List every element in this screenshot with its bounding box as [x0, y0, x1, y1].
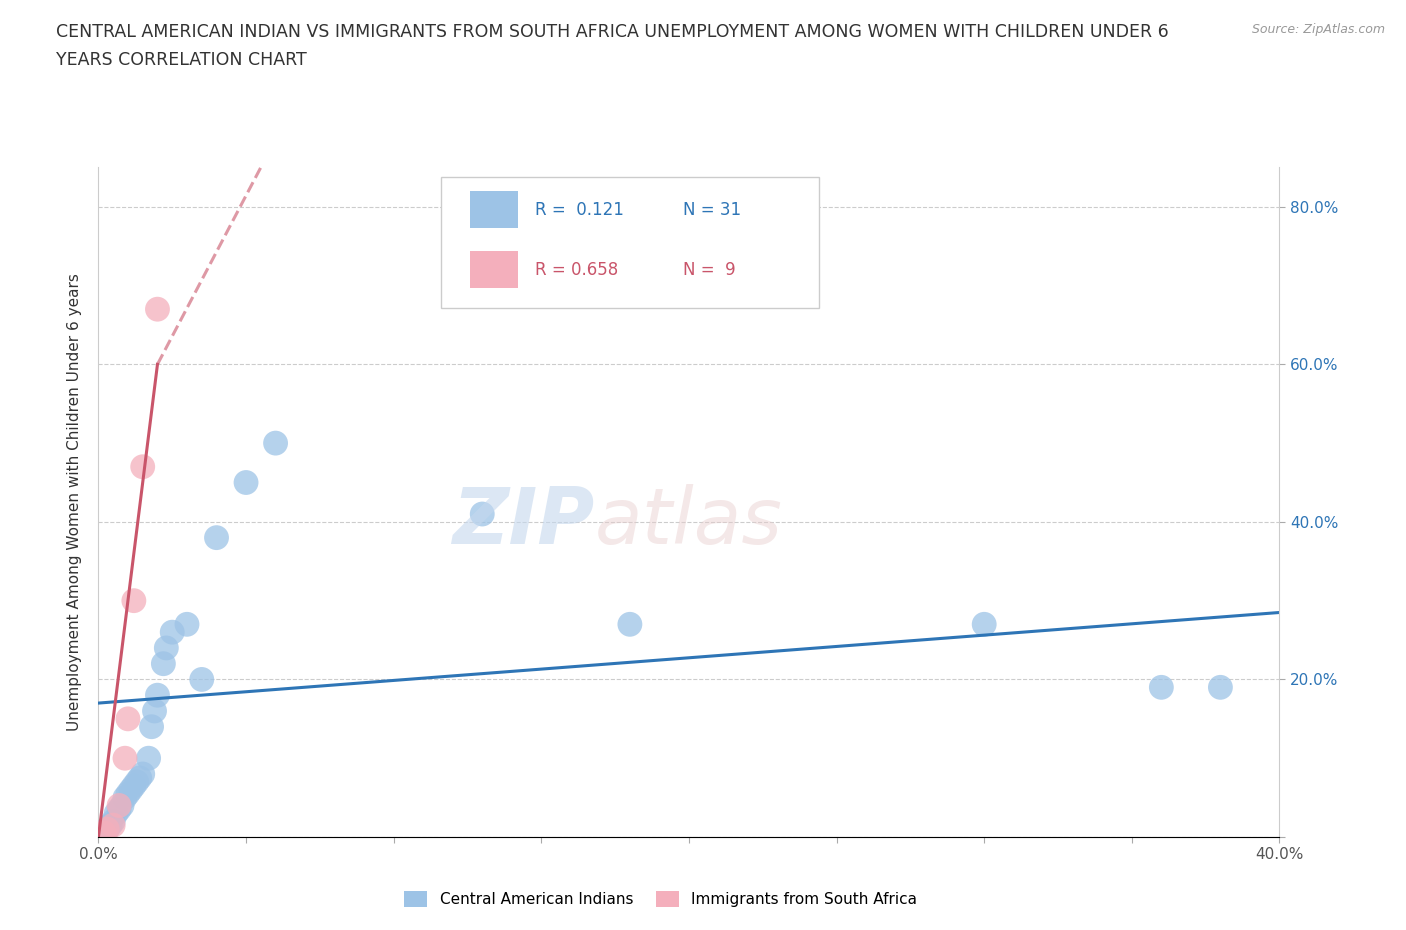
- Text: Source: ZipAtlas.com: Source: ZipAtlas.com: [1251, 23, 1385, 36]
- Y-axis label: Unemployment Among Women with Children Under 6 years: Unemployment Among Women with Children U…: [67, 273, 83, 731]
- Text: YEARS CORRELATION CHART: YEARS CORRELATION CHART: [56, 51, 307, 69]
- Point: [108, 798, 131, 813]
- Point: [114, 790, 136, 805]
- Point: [973, 617, 995, 631]
- Legend: Central American Indians, Immigrants from South Africa: Central American Indians, Immigrants fro…: [398, 884, 924, 913]
- Point: [152, 657, 174, 671]
- Point: [117, 711, 139, 726]
- Point: [117, 786, 139, 801]
- Point: [264, 435, 287, 450]
- Point: [93, 826, 115, 841]
- Point: [138, 751, 160, 765]
- Point: [103, 817, 125, 832]
- Text: N =  9: N = 9: [683, 260, 735, 279]
- Point: [143, 703, 166, 718]
- Point: [1209, 680, 1232, 695]
- Point: [141, 719, 163, 734]
- Point: [122, 778, 145, 793]
- Point: [235, 475, 257, 490]
- Point: [155, 641, 177, 656]
- Point: [125, 775, 148, 790]
- Point: [146, 688, 169, 703]
- Text: CENTRAL AMERICAN INDIAN VS IMMIGRANTS FROM SOUTH AFRICA UNEMPLOYMENT AMONG WOMEN: CENTRAL AMERICAN INDIAN VS IMMIGRANTS FR…: [56, 23, 1168, 41]
- Point: [1150, 680, 1173, 695]
- Bar: [471, 251, 517, 288]
- Point: [128, 770, 150, 785]
- Point: [103, 814, 125, 829]
- FancyBboxPatch shape: [441, 178, 818, 308]
- Point: [98, 817, 121, 832]
- Point: [96, 822, 118, 837]
- Point: [122, 593, 145, 608]
- Point: [96, 822, 118, 837]
- Point: [205, 530, 228, 545]
- Point: [93, 826, 115, 841]
- Text: N = 31: N = 31: [683, 201, 741, 219]
- Point: [132, 459, 155, 474]
- Point: [111, 798, 134, 813]
- Point: [619, 617, 641, 631]
- Text: atlas: atlas: [595, 485, 782, 560]
- Point: [471, 507, 494, 522]
- Text: ZIP: ZIP: [453, 485, 595, 560]
- Point: [114, 751, 136, 765]
- Point: [162, 625, 183, 640]
- Text: R =  0.121: R = 0.121: [536, 201, 624, 219]
- Text: R = 0.658: R = 0.658: [536, 260, 619, 279]
- Point: [108, 802, 131, 817]
- Bar: [471, 191, 517, 228]
- Point: [176, 617, 198, 631]
- Point: [105, 806, 128, 821]
- Point: [191, 672, 214, 687]
- Point: [120, 782, 142, 797]
- Point: [146, 301, 169, 316]
- Point: [132, 766, 155, 781]
